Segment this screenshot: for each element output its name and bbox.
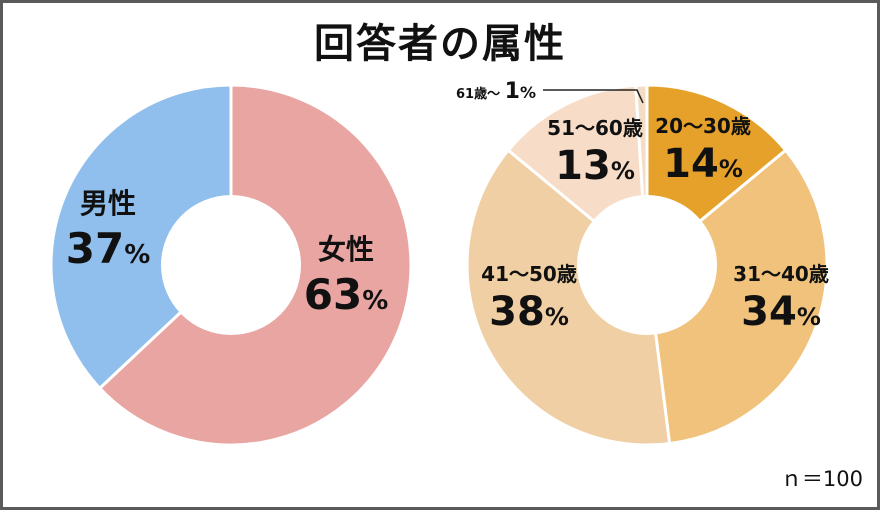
age-slice-1 — [645, 148, 829, 446]
age-label-2: 41～50歳 38% — [481, 262, 577, 335]
age-label-0: 20～30歳 14% — [655, 114, 751, 187]
age-slice-2 — [465, 148, 672, 447]
gender-donut-hole — [161, 195, 301, 335]
sample-size-note: ｎ＝100 — [780, 467, 863, 491]
donut-charts-canvas: 女性 63% 男性 37% 20～30歳 14% 31～40歳 34% 41～50歳 38% 51～… — [49, 79, 829, 447]
age-label-3: 51～60歳 13% — [547, 116, 643, 189]
age-donut-chart — [465, 83, 829, 447]
gender-label-1: 男性 37% — [66, 187, 151, 273]
gender-label-0: 女性 63% — [304, 233, 389, 319]
age-label-4-leader-line — [543, 89, 644, 104]
age-donut-hole — [577, 195, 717, 335]
chart-labels: 女性 63% 男性 37% 20～30歳 14% 31～40歳 34% 41～50歳 38% 51～… — [66, 79, 829, 335]
chart-title: 回答者の属性 — [314, 21, 566, 67]
age-label-1: 31～40歳 34% — [733, 262, 829, 335]
age-label-4: 61歳～ 1% — [456, 79, 536, 104]
gender-donut-chart — [49, 83, 413, 447]
gender-slice-1 — [49, 83, 233, 391]
